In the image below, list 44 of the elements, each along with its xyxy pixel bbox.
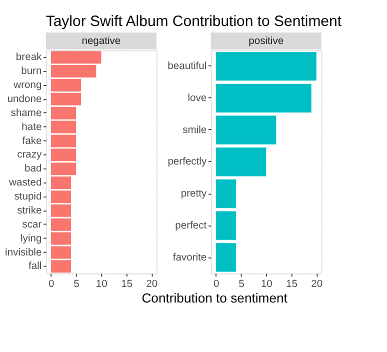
bar xyxy=(216,84,312,112)
y-tick-label: burn xyxy=(21,66,42,78)
bar xyxy=(216,243,236,272)
y-tick-label: wrong xyxy=(12,80,42,92)
x-tick-label: 20 xyxy=(146,278,158,290)
y-tick-label: favorite xyxy=(172,252,207,264)
y-tick-label: lying xyxy=(20,233,42,244)
y-tick-label: wasted xyxy=(8,178,42,189)
x-tick-label: 10 xyxy=(96,278,108,290)
y-tick-label: strike xyxy=(17,205,42,216)
bar xyxy=(216,148,266,176)
y-tick-label: pretty xyxy=(180,188,208,200)
bar xyxy=(216,116,276,144)
text: Taylor Swift Album Contribution to Sentiment xyxy=(46,13,342,30)
y-tick-label: fall xyxy=(28,261,42,272)
chart-title: negative xyxy=(82,36,121,47)
bar xyxy=(216,211,236,240)
y-tick-label: shame xyxy=(10,108,42,119)
y-tick-label: smile xyxy=(182,124,207,136)
y-tick-label: love xyxy=(188,92,207,104)
y-tick-label: stupid xyxy=(14,192,42,203)
y-tick-label: fake xyxy=(22,136,42,147)
y-tick-label: crazy xyxy=(17,150,43,161)
y-tick-label: bad xyxy=(24,164,42,175)
chart-title: positive xyxy=(248,36,284,47)
bar xyxy=(216,52,316,81)
x-tick-label: 0 xyxy=(48,278,55,290)
x-tick-label: 15 xyxy=(121,278,133,290)
x-tick-label: 20 xyxy=(311,278,323,290)
y-tick-label: hate xyxy=(22,122,42,133)
x-tick-label: 10 xyxy=(260,278,273,290)
x-tick-label: 0 xyxy=(213,278,220,290)
y-tick-label: undone xyxy=(7,94,42,105)
y-tick-label: break xyxy=(16,52,43,64)
bar xyxy=(216,179,236,208)
y-tick-label: invisible xyxy=(5,247,42,258)
y-tick-label: beautiful xyxy=(168,61,207,72)
x-axis-title: Contribution to sentiment xyxy=(142,290,288,306)
y-tick-label: scar xyxy=(22,219,42,230)
x-tick-label: 5 xyxy=(74,278,80,290)
y-tick-label: perfectly xyxy=(168,156,208,168)
x-tick-label: 15 xyxy=(286,278,298,290)
x-tick-label: 5 xyxy=(238,278,245,290)
y-tick-label: perfect xyxy=(175,220,207,232)
